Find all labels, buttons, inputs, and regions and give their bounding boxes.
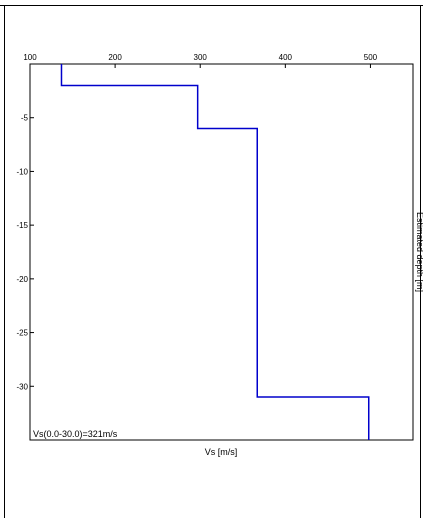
window-border-left	[4, 5, 5, 518]
y-axis-ticks: -5 -10 -15 -20 -25 -30	[16, 114, 34, 391]
y-tick-label: -20	[16, 275, 28, 284]
y-tick-label: -10	[16, 167, 28, 176]
y-axis-title: Estimated depth [m]	[415, 212, 423, 292]
y-tick-label: -30	[16, 382, 28, 391]
y-tick-label: -15	[16, 221, 28, 230]
window-border-right	[420, 5, 421, 518]
y-tick-label: -5	[21, 114, 29, 123]
x-tick-label: 100	[23, 53, 37, 62]
window-border-top	[0, 5, 423, 6]
x-axis-ticks: 100 200 300 400 500	[23, 53, 378, 68]
plot-area	[29, 63, 414, 441]
x-tick-label: 300	[194, 53, 208, 62]
x-tick-label: 500	[364, 53, 378, 62]
y-tick-label: -25	[16, 329, 28, 338]
series-layer	[60, 64, 370, 440]
x-tick-label: 400	[279, 53, 293, 62]
vs30-annotation: Vs(0.0-30.0)=321m/s	[33, 429, 118, 439]
vs-profile-line	[60, 64, 370, 440]
x-tick-label: 200	[108, 53, 122, 62]
x-axis-title: Vs [m/s]	[205, 447, 238, 457]
